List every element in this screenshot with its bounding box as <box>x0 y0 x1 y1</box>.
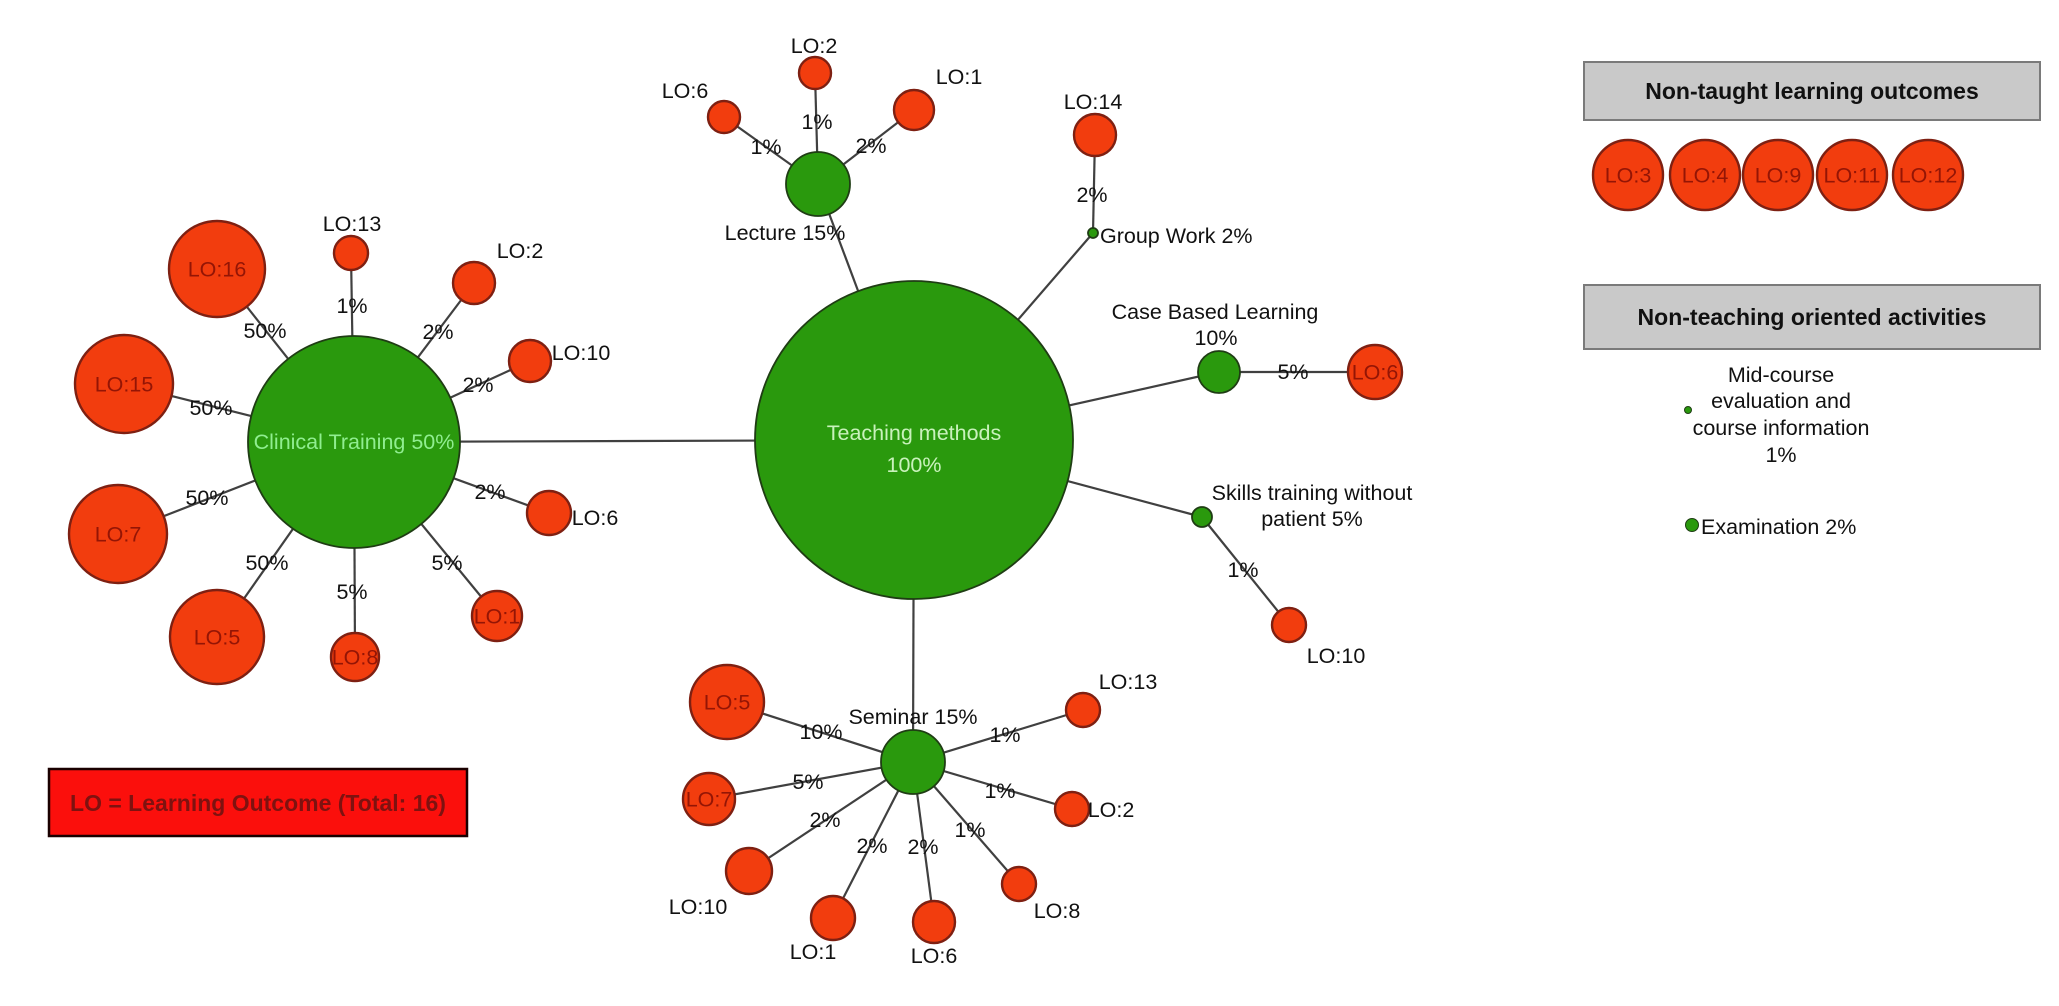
svg-text:100%: 100% <box>887 453 942 477</box>
svg-text:5%: 5% <box>431 551 462 575</box>
svg-text:LO:3: LO:3 <box>1605 164 1652 188</box>
svg-text:2%: 2% <box>1076 183 1107 207</box>
svg-text:LO:5: LO:5 <box>194 626 241 650</box>
svg-text:1%: 1% <box>336 294 367 318</box>
svg-text:Seminar 15%: Seminar 15% <box>848 705 977 729</box>
svg-text:2%: 2% <box>907 835 938 859</box>
svg-text:10%: 10% <box>799 720 842 744</box>
svg-text:LO:1: LO:1 <box>790 940 837 964</box>
svg-text:LO:15: LO:15 <box>95 373 154 397</box>
svg-text:LO:13: LO:13 <box>323 212 382 236</box>
svg-text:1%: 1% <box>1765 443 1796 467</box>
svg-text:50%: 50% <box>185 486 228 510</box>
svg-text:LO:5: LO:5 <box>704 691 751 715</box>
svg-text:50%: 50% <box>245 551 288 575</box>
svg-text:LO:2: LO:2 <box>1088 798 1135 822</box>
svg-text:LO:13: LO:13 <box>1099 670 1158 694</box>
svg-text:LO:1: LO:1 <box>936 65 983 89</box>
svg-text:1%: 1% <box>1227 558 1258 582</box>
svg-text:course information: course information <box>1693 416 1870 440</box>
svg-text:LO:10: LO:10 <box>669 895 728 919</box>
svg-text:Mid-course: Mid-course <box>1728 363 1834 387</box>
svg-text:Examination 2%: Examination 2% <box>1701 515 1856 539</box>
svg-text:LO:2: LO:2 <box>791 34 838 58</box>
svg-text:10%: 10% <box>1194 326 1237 350</box>
svg-text:LO:7: LO:7 <box>686 788 733 812</box>
svg-text:evaluation and: evaluation and <box>1711 389 1851 413</box>
svg-text:LO:8: LO:8 <box>332 646 379 670</box>
svg-text:LO:16: LO:16 <box>188 258 247 282</box>
svg-text:1%: 1% <box>801 110 832 134</box>
svg-text:Non-teaching oriented activiti: Non-teaching oriented activities <box>1638 304 1987 330</box>
svg-text:LO:4: LO:4 <box>1682 164 1729 188</box>
svg-text:1%: 1% <box>984 779 1015 803</box>
svg-text:patient 5%: patient 5% <box>1261 507 1363 531</box>
svg-text:5%: 5% <box>336 580 367 604</box>
svg-text:Group Work 2%: Group Work 2% <box>1100 224 1253 248</box>
svg-text:2%: 2% <box>856 834 887 858</box>
svg-text:LO:10: LO:10 <box>552 341 611 365</box>
svg-text:LO:12: LO:12 <box>1899 164 1958 188</box>
svg-text:LO = Learning Outcome (Total:: LO = Learning Outcome (Total: 16) <box>70 790 446 816</box>
svg-text:LO:11: LO:11 <box>1824 164 1881 188</box>
svg-text:5%: 5% <box>792 770 823 794</box>
svg-text:LO:9: LO:9 <box>1755 164 1802 188</box>
svg-text:LO:8: LO:8 <box>1034 899 1081 923</box>
svg-text:5%: 5% <box>1277 360 1308 384</box>
svg-text:50%: 50% <box>189 396 232 420</box>
svg-text:LO:6: LO:6 <box>911 944 958 968</box>
svg-text:Teaching methods: Teaching methods <box>827 421 1002 445</box>
svg-text:Skills training without: Skills training without <box>1212 481 1413 505</box>
svg-text:LO:6: LO:6 <box>662 79 709 103</box>
svg-text:LO:1: LO:1 <box>474 605 521 629</box>
svg-text:LO:6: LO:6 <box>1352 361 1399 385</box>
svg-text:LO:7: LO:7 <box>95 523 142 547</box>
svg-text:1%: 1% <box>954 818 985 842</box>
svg-text:Non-taught learning outcomes: Non-taught learning outcomes <box>1645 78 1979 104</box>
svg-text:Case Based Learning: Case Based Learning <box>1112 300 1319 324</box>
svg-text:1%: 1% <box>750 135 781 159</box>
svg-text:50%: 50% <box>243 319 286 343</box>
svg-text:1%: 1% <box>989 723 1020 747</box>
svg-text:2%: 2% <box>474 480 505 504</box>
svg-text:Lecture 15%: Lecture 15% <box>725 221 846 245</box>
svg-text:Clinical Training 50%: Clinical Training 50% <box>254 430 455 454</box>
svg-text:2%: 2% <box>422 320 453 344</box>
svg-text:2%: 2% <box>809 808 840 832</box>
svg-text:LO:6: LO:6 <box>572 506 619 530</box>
svg-text:2%: 2% <box>462 373 493 397</box>
svg-text:2%: 2% <box>855 134 886 158</box>
svg-text:LO:14: LO:14 <box>1064 90 1123 114</box>
svg-text:LO:10: LO:10 <box>1307 644 1366 668</box>
svg-text:LO:2: LO:2 <box>497 239 544 263</box>
